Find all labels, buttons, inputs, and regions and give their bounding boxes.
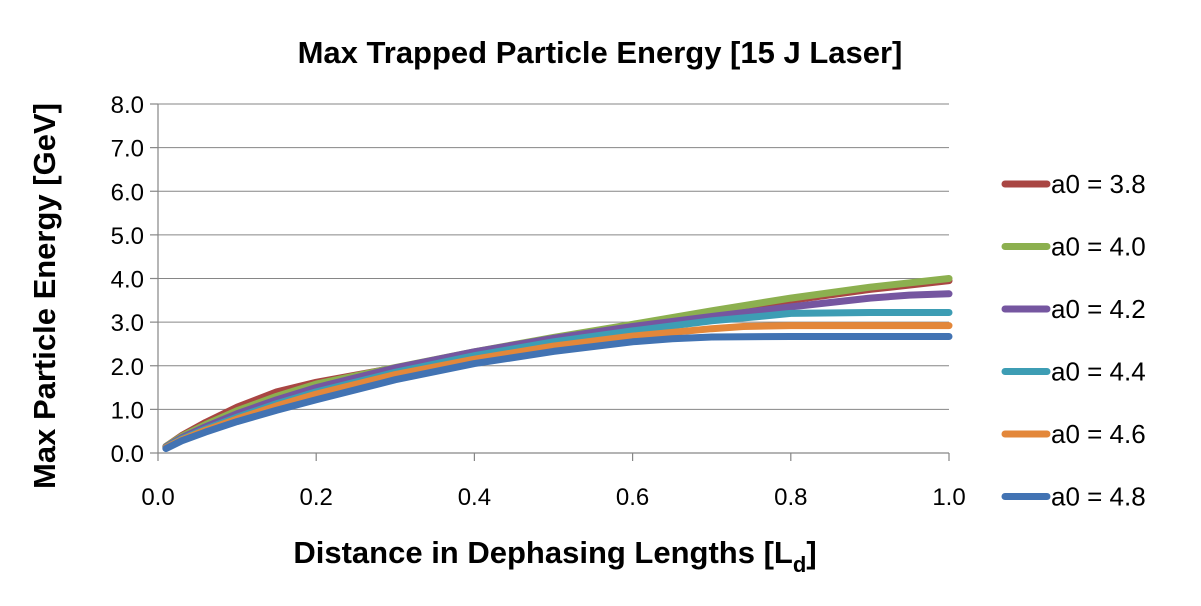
chart-title: Max Trapped Particle Energy [15 J Laser] xyxy=(298,35,903,70)
legend-label-a0-3-8: a0 = 3.8 xyxy=(1051,169,1146,199)
x-tick-label-5: 1.0 xyxy=(932,484,965,511)
y-tick-label-4: 4.0 xyxy=(111,267,144,294)
legend: a0 = 3.8 a0 = 4.0 a0 = 4.2 a0 = 4.4 a0 = 4.6… xyxy=(1001,169,1146,512)
x-tick-label-0: 0.0 xyxy=(141,484,174,511)
legend-label-a0-4-4: a0 = 4.4 xyxy=(1051,357,1146,387)
legend-label-a0-4-2: a0 = 4.2 xyxy=(1051,294,1146,324)
y-axis-title: Max Particle Energy [GeV] xyxy=(27,103,62,489)
series-line-a0-4-4 xyxy=(162,309,953,451)
y-tick-label-3: 3.0 xyxy=(111,310,144,337)
legend-label-a0-4-0: a0 = 4.0 xyxy=(1051,232,1146,262)
y-tick-label-5: 5.0 xyxy=(111,223,144,250)
x-axis-title-suffix: ] xyxy=(806,535,816,570)
y-axis-ticks: 0.0 1.0 2.0 3.0 4.0 5.0 6.0 7.0 8.0 xyxy=(111,92,158,468)
y-tick-label-2: 2.0 xyxy=(111,354,144,381)
x-tick-label-4: 0.8 xyxy=(774,484,807,511)
y-tick-label-0: 0.0 xyxy=(111,441,144,468)
x-axis-title: Distance in Dephasing Lengths [Ld] xyxy=(293,535,816,577)
x-tick-label-2: 0.4 xyxy=(458,484,491,511)
gridlines xyxy=(157,103,949,454)
x-axis-title-subscript: d xyxy=(793,552,806,577)
legend-label-a0-4-6: a0 = 4.6 xyxy=(1051,419,1146,449)
series-line-a0-4-8 xyxy=(162,333,953,453)
y-tick-label-8: 8.0 xyxy=(111,92,144,119)
x-axis-ticks: 0.0 0.2 0.4 0.6 0.8 1.0 xyxy=(141,453,966,511)
y-tick-label-1: 1.0 xyxy=(111,397,144,424)
series-lines xyxy=(162,275,953,453)
y-tick-label-7: 7.0 xyxy=(111,136,144,163)
legend-label-a0-4-8: a0 = 4.8 xyxy=(1051,482,1146,512)
y-tick-label-6: 6.0 xyxy=(111,179,144,206)
x-axis-title-main: Distance in Dephasing Lengths [L xyxy=(293,535,793,570)
x-tick-label-1: 0.2 xyxy=(300,484,333,511)
series-line-a0-4-2 xyxy=(162,290,953,451)
x-tick-label-3: 0.6 xyxy=(616,484,649,511)
